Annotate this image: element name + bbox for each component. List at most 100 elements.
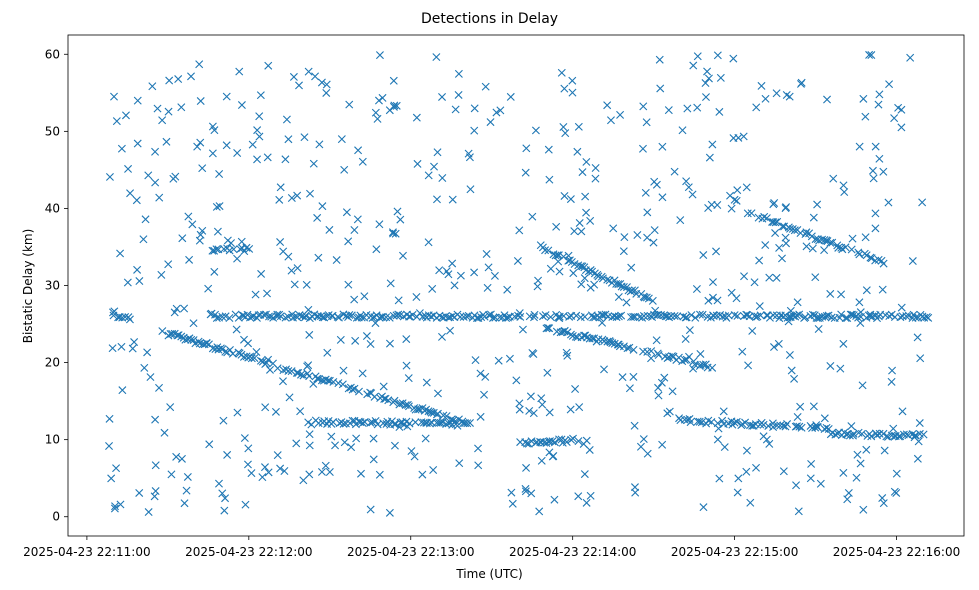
data-point-924 <box>713 435 722 444</box>
data-point-313 <box>795 422 804 431</box>
data-point-1006 <box>153 104 162 113</box>
data-point-1274 <box>622 298 631 307</box>
data-point-841 <box>573 147 582 156</box>
data-point-531 <box>538 312 547 321</box>
data-point-1129 <box>874 100 883 109</box>
data-point-987 <box>385 339 394 348</box>
data-point-1139 <box>761 94 770 103</box>
data-point-847 <box>340 165 349 174</box>
data-point-752 <box>410 452 419 461</box>
data-point-778 <box>639 435 648 444</box>
data-point-1096 <box>374 96 383 105</box>
data-point-1313 <box>862 286 871 295</box>
data-point-1186 <box>852 473 861 482</box>
data-point-846 <box>290 280 299 289</box>
data-point-506 <box>462 312 471 321</box>
data-point-1035 <box>545 448 554 457</box>
data-point-1010 <box>555 314 564 323</box>
data-point-1209 <box>913 333 922 342</box>
data-point-1017 <box>693 52 702 61</box>
data-point-997 <box>331 441 340 450</box>
data-point-435 <box>284 312 293 321</box>
data-point-966 <box>284 135 293 144</box>
data-point-912 <box>627 263 636 272</box>
data-point-1088 <box>285 393 294 402</box>
data-point-206 <box>619 282 628 291</box>
data-point-13 <box>174 331 183 340</box>
data-point-771 <box>692 285 701 293</box>
data-point-1241 <box>188 220 197 229</box>
data-point-852 <box>116 500 125 509</box>
data-point-693 <box>894 432 903 441</box>
data-point-600 <box>751 313 760 322</box>
axis-ticks: 2025-04-23 22:11:00 2025-04-23 22:12:00 20… <box>23 47 960 559</box>
data-point-1135 <box>264 468 273 477</box>
data-point-90 <box>396 399 405 408</box>
data-point-7 <box>158 327 167 336</box>
data-point-724 <box>639 102 648 111</box>
data-point-1005 <box>158 116 167 125</box>
data-point-1283 <box>483 283 492 292</box>
data-point-810 <box>373 114 382 123</box>
data-point-998 <box>143 348 152 357</box>
data-point-1184 <box>111 502 119 511</box>
data-point-727 <box>861 233 870 242</box>
data-point-1040 <box>305 430 314 439</box>
data-point-720 <box>708 140 717 149</box>
data-point-686 <box>875 429 884 438</box>
data-point-618 <box>795 310 804 319</box>
data-point-1290 <box>332 256 341 265</box>
y-tick-label-6: 60 <box>45 47 60 61</box>
data-point-918 <box>255 132 264 141</box>
data-point-902 <box>768 419 777 428</box>
data-point-1279 <box>545 175 554 184</box>
data-point-943 <box>658 193 667 202</box>
data-point-415 <box>234 313 243 322</box>
data-point-713 <box>177 103 186 112</box>
data-point-1251 <box>515 226 524 235</box>
data-point-750 <box>350 225 359 234</box>
data-point-860 <box>685 352 693 361</box>
data-point-327 <box>760 212 769 221</box>
data-point-1128 <box>208 149 217 158</box>
data-point-1001 <box>732 196 741 205</box>
data-point-129 <box>339 419 348 428</box>
data-point-857 <box>614 292 623 301</box>
data-point-1253 <box>559 123 568 132</box>
data-point-569 <box>657 310 666 319</box>
data-point-767 <box>716 73 725 82</box>
data-point-360 <box>854 248 863 257</box>
data-point-10 <box>168 329 177 338</box>
data-point-52 <box>273 364 282 373</box>
data-point-755 <box>790 374 799 383</box>
data-point-1112 <box>755 302 764 311</box>
data-point-1064 <box>185 255 194 264</box>
data-point-848 <box>560 84 569 93</box>
data-point-721 <box>322 80 331 89</box>
data-point-139 <box>366 418 375 427</box>
data-point-406 <box>245 244 254 253</box>
data-point-773 <box>734 474 743 483</box>
data-point-823 <box>526 392 535 401</box>
data-point-789 <box>701 93 710 102</box>
data-point-831 <box>916 354 925 363</box>
data-point-455 <box>328 311 337 320</box>
data-point-1076 <box>908 257 917 266</box>
data-point-1222 <box>309 159 318 168</box>
data-point-818 <box>699 251 708 260</box>
data-point-1113 <box>839 181 848 190</box>
data-point-143 <box>379 419 388 428</box>
data-point-749 <box>314 253 323 262</box>
data-point-843 <box>263 289 272 298</box>
data-point-517 <box>489 313 498 322</box>
data-point-46 <box>250 354 259 363</box>
data-point-1082 <box>733 488 742 497</box>
data-point-1087 <box>198 226 207 235</box>
data-point-814 <box>844 488 853 497</box>
data-point-1157 <box>132 196 141 205</box>
data-point-797 <box>513 256 522 265</box>
data-point-369 <box>879 259 888 268</box>
data-point-853 <box>652 336 661 345</box>
data-point-1278 <box>496 106 505 115</box>
data-point-845 <box>313 213 322 222</box>
